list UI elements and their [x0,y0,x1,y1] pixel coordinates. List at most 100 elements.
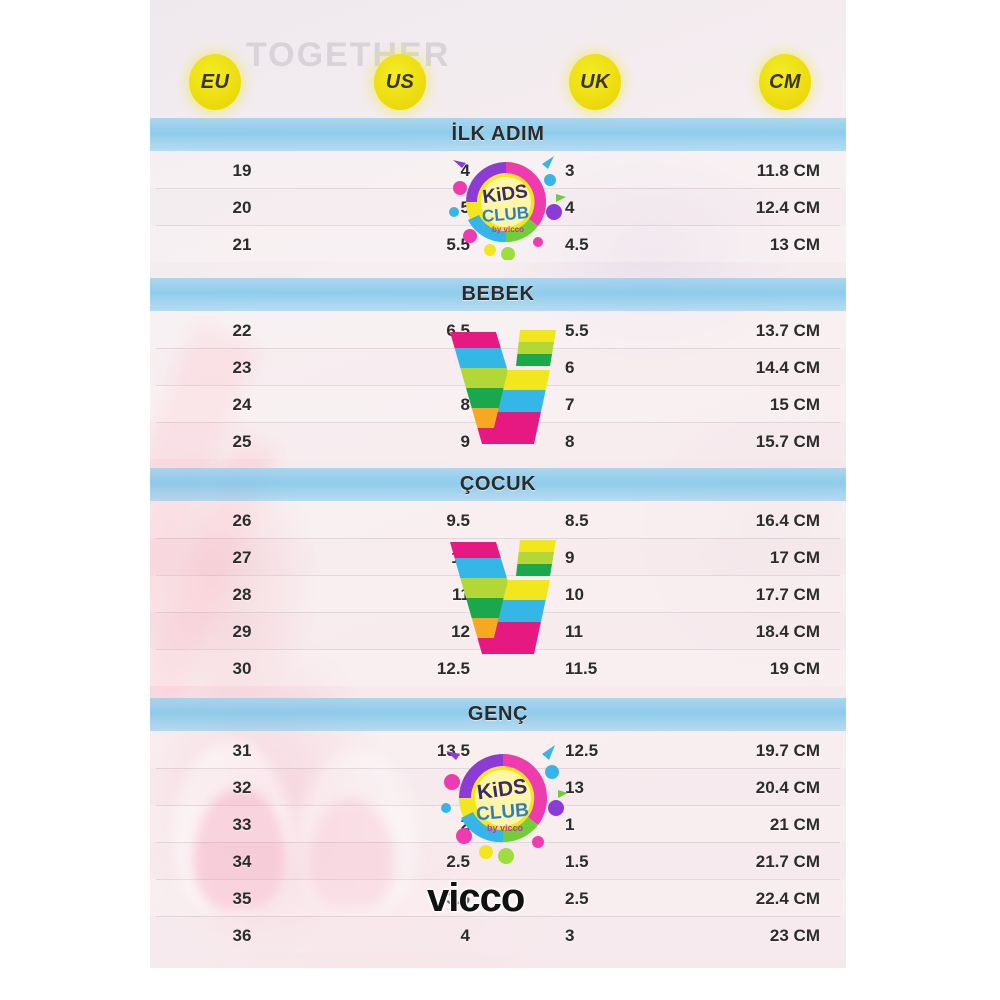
svg-text:CLUB: CLUB [475,800,529,826]
cell-uk: 5.5 [565,321,589,340]
svg-text:by vicco: by vicco [487,823,524,833]
section-title: BEBEK [461,283,535,305]
cell-uk: 2.5 [565,889,589,908]
cell-cm: 21.7 CM [755,852,820,871]
cell-cm: 19.7 CM [755,741,820,760]
svg-text:CLUB: CLUB [481,203,530,226]
cell-cm: 19 CM [769,659,820,678]
cell-cm: 15 CM [769,395,820,414]
cell-eu: 34 [232,852,252,871]
cell-eu: 23 [232,358,252,377]
cell-eu: 29 [232,622,252,641]
section-band [150,698,846,731]
cell-uk: 3 [565,926,575,945]
row-separator [156,879,840,880]
kids-club-logo-bottom: KiDS CLUB by vicco [438,740,568,865]
cell-eu: 26 [232,511,252,530]
cell-uk: 6 [565,358,575,377]
cell-us: 5 [460,198,470,217]
cell-cm: 16.4 CM [755,511,820,530]
cell-us: 2.5 [446,852,470,871]
cell-us: 4 [460,161,470,180]
cell-cm: 18.4 CM [755,622,820,641]
cell-us: 9.5 [446,511,470,530]
column-header-label: US [385,70,415,93]
cell-eu: 27 [232,548,252,567]
cell-uk: 10 [565,585,584,604]
cell-cm: 13.7 CM [755,321,820,340]
vicco-v-logo-cocuk [438,528,568,668]
column-header-label: UK [580,70,610,93]
cell-us: 3.5 [446,889,470,908]
uk-badge-icon: UK [569,54,621,110]
cell-us: 12 [451,622,470,641]
cell-uk: 4 [565,198,575,217]
cell-eu: 21 [232,235,252,254]
cell-uk: 3 [565,161,575,180]
cell-uk: 7 [565,395,575,414]
section-title: ÇOCUK [459,473,537,495]
cell-uk: 13 [565,778,584,797]
svg-text:by vicco: by vicco [492,225,524,234]
cell-us: 12.5 [436,659,470,678]
section-title: GENÇ [467,703,529,725]
cell-us: 8 [460,395,470,414]
row-separator [156,916,840,917]
section-title: İLK ADIM [451,123,545,145]
cell-cm: 17.7 CM [755,585,820,604]
row-separator [156,842,840,843]
cell-cm: 13 CM [769,235,820,254]
table-row [150,916,846,953]
section-band [150,118,846,151]
cell-uk: 11.5 [565,659,598,678]
cell-uk: 1 [565,815,575,834]
kids-club-logo-top: KiDS CLUB by vicco [446,150,566,261]
cell-us: 13.5 [436,741,470,760]
vicco-wordmark: vicco [427,876,525,920]
cell-uk: 11 [565,622,583,641]
column-header-label: EU [200,70,230,93]
cell-eu: 36 [232,926,252,945]
cell-us: 4 [460,926,470,945]
cell-cm: 20.4 CM [755,778,820,797]
cell-eu: 31 [232,741,252,760]
cell-eu: 35 [232,889,252,908]
cell-cm: 17 CM [769,548,820,567]
cell-uk: 8 [565,432,575,451]
cm-badge-icon: CM [759,54,811,110]
cell-uk: 4.5 [565,235,589,254]
us-badge-icon: US [374,54,426,110]
cell-eu: 33 [232,815,252,834]
cell-cm: 23 CM [769,926,820,945]
size-chart-card: TOGETHER İLK ADIM BEBEK ÇOCUK GENÇ EU US UK CM… [150,0,846,968]
cell-eu: 19 [232,161,252,180]
cell-us: 9 [460,432,470,451]
cell-eu: 25 [232,432,252,451]
cell-uk: 9 [565,548,575,567]
table-row [150,501,846,538]
cell-cm: 15.7 CM [755,432,820,451]
cell-cm: 21 CM [769,815,820,834]
eu-badge-icon: EU [189,54,241,110]
cell-eu: 32 [232,778,252,797]
table-row [150,879,846,916]
cell-eu: 24 [232,395,252,414]
vicco-v-logo-bebek [438,318,568,458]
cell-cm: 12.4 CM [755,198,820,217]
column-header-label: CM [769,70,801,93]
cell-eu: 28 [232,585,252,604]
table-row [150,842,846,879]
section-band [150,468,846,501]
cell-uk: 12.5 [565,741,599,760]
table-row [150,649,846,686]
cell-uk: 8.5 [565,511,589,530]
cell-eu: 22 [232,321,252,340]
cell-eu: 20 [232,198,252,217]
cell-cm: 22.4 CM [755,889,820,908]
cell-cm: 11.8 CM [756,161,820,180]
cell-cm: 14.4 CM [755,358,820,377]
cell-uk: 1.5 [565,852,589,871]
cell-eu: 30 [232,659,252,678]
row-separator [156,538,840,539]
